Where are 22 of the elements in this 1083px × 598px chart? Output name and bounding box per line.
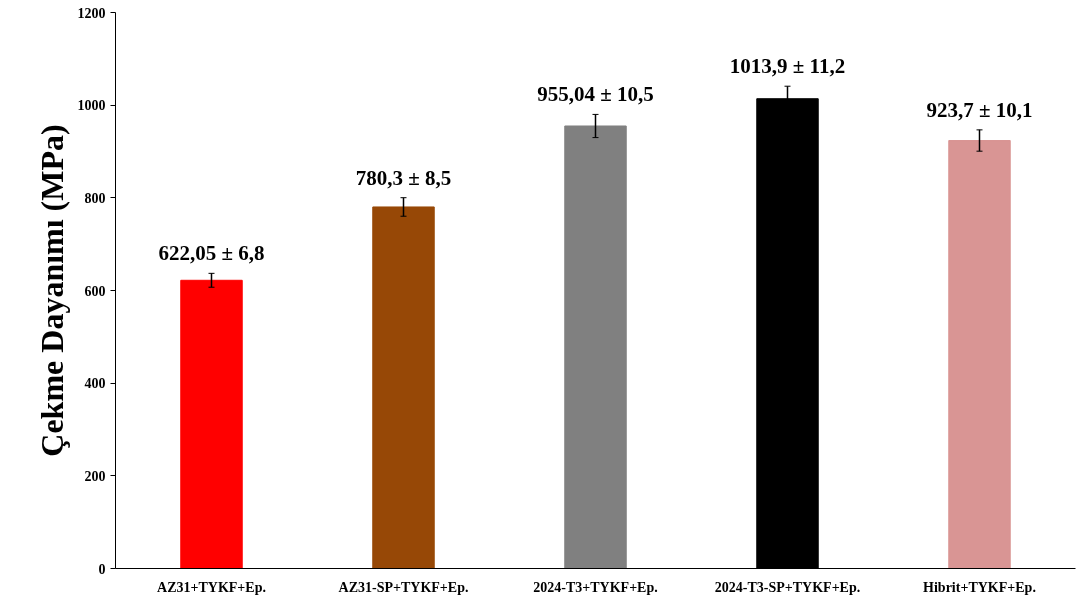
bar <box>180 279 243 569</box>
x-tick-label: AZ31+TYKF+Ep. <box>157 579 266 595</box>
bar <box>372 206 435 569</box>
data-label: 955,04 ± 10,5 <box>537 82 654 107</box>
data-label: 1013,9 ± 11,2 <box>729 54 846 79</box>
data-label: 923,7 ± 10,1 <box>926 97 1033 122</box>
y-tick-label: 400 <box>84 376 106 392</box>
y-axis-title: Çekme Dayanımı (MPa) <box>33 124 70 457</box>
x-tick-label: 2024-T3+TYKF+Ep. <box>533 579 658 595</box>
y-tick-label: 600 <box>84 283 106 299</box>
bar <box>948 140 1011 569</box>
x-tick-label: Hibrit+TYKF+Ep. <box>923 579 1036 595</box>
y-tick-label: 0 <box>98 561 106 577</box>
bar <box>564 125 627 569</box>
x-tick-label: 2024-T3-SP+TYKF+Ep. <box>714 579 861 595</box>
data-label: 780,3 ± 8,5 <box>355 165 452 190</box>
x-tick-label: AZ31-SP+TYKF+Ep. <box>338 579 469 595</box>
data-label: 622,05 ± 6,8 <box>158 241 265 266</box>
y-tick-label: 1200 <box>77 5 106 21</box>
y-tick-label: 1000 <box>77 98 106 114</box>
y-tick-label: 800 <box>84 190 106 206</box>
y-tick-label: 200 <box>84 468 106 484</box>
